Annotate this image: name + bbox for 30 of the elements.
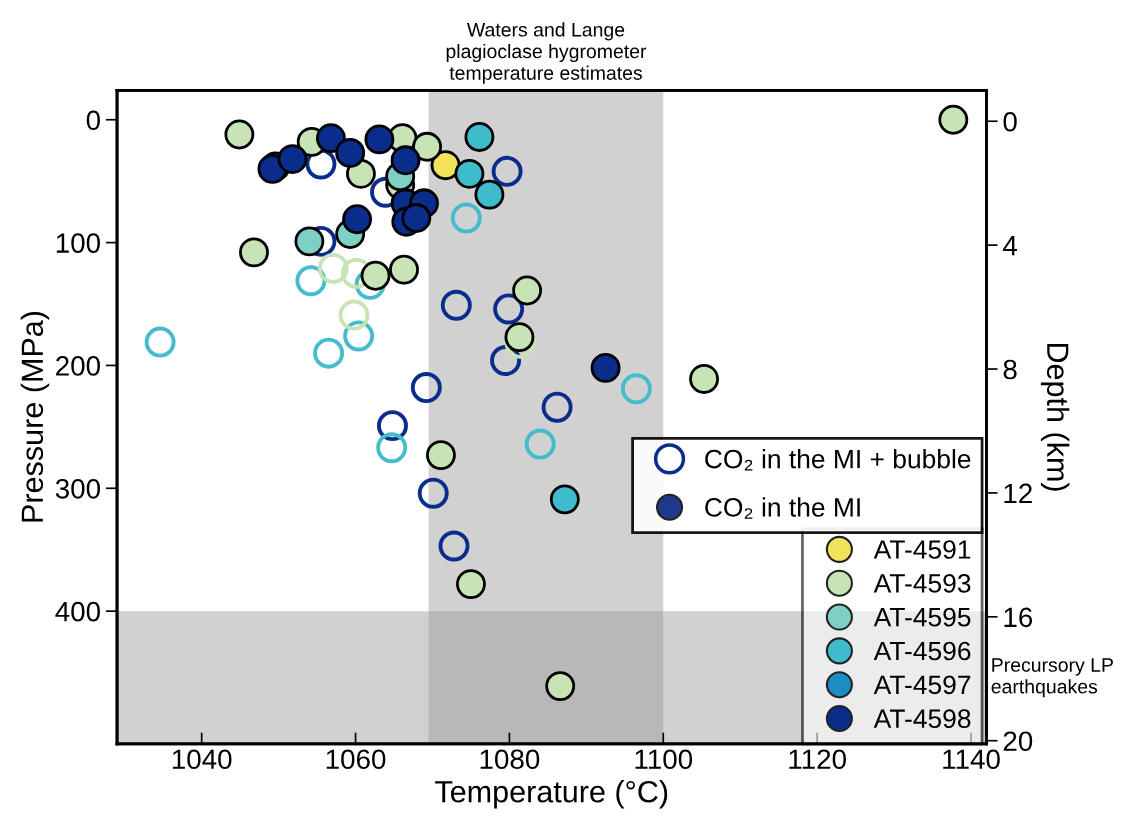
x-tick-label: 1060 bbox=[326, 749, 386, 770]
y2-tick-label: 20 bbox=[1003, 731, 1033, 752]
legend-label: AT-4591 bbox=[873, 540, 971, 559]
x-tick-label: 1120 bbox=[789, 749, 846, 770]
legend-label: AT-4597 bbox=[873, 675, 971, 695]
x-tick-label: 1140 bbox=[943, 749, 1000, 770]
legend-label: CO₂ in the MI bbox=[705, 497, 860, 519]
y2-tick-label: 4 bbox=[1003, 236, 1018, 256]
x-tick-label: 1080 bbox=[480, 749, 540, 770]
y2-tick-label: 12 bbox=[1004, 483, 1032, 503]
y2-tick-label: 0 bbox=[1003, 111, 1017, 132]
legend-label: AT-4593 bbox=[873, 574, 971, 593]
legend-label: CO₂ in the MI + bubble bbox=[705, 449, 971, 471]
y2-tick-label: 8 bbox=[1003, 359, 1017, 380]
y-tick-label: 0 bbox=[86, 110, 100, 131]
band-label: Waters and Lange plagioclase hygrometer temperature estimates bbox=[446, 22, 647, 84]
x-tick-label: 1100 bbox=[635, 749, 693, 770]
x-tick-label: 1040 bbox=[172, 749, 232, 770]
y2-tick-label: 16 bbox=[1004, 607, 1033, 628]
legend-label: AT-4598 bbox=[873, 709, 971, 729]
y-tick-label: 400 bbox=[55, 601, 100, 622]
y2-axis-title: Depth (km) bbox=[1040, 344, 1070, 491]
y-tick-label: 300 bbox=[55, 478, 100, 499]
y-axis-title: Pressure (MPa) bbox=[20, 311, 50, 522]
y-tick-label: 100 bbox=[56, 233, 100, 253]
y-tick-label: 200 bbox=[56, 356, 100, 376]
legend-label: AT-4596 bbox=[873, 641, 971, 661]
legend-label: AT-4595 bbox=[873, 607, 971, 627]
band-label: Precursory LP earthquakes bbox=[991, 658, 1113, 698]
x-axis-title: Temperature (°C) bbox=[435, 780, 668, 809]
